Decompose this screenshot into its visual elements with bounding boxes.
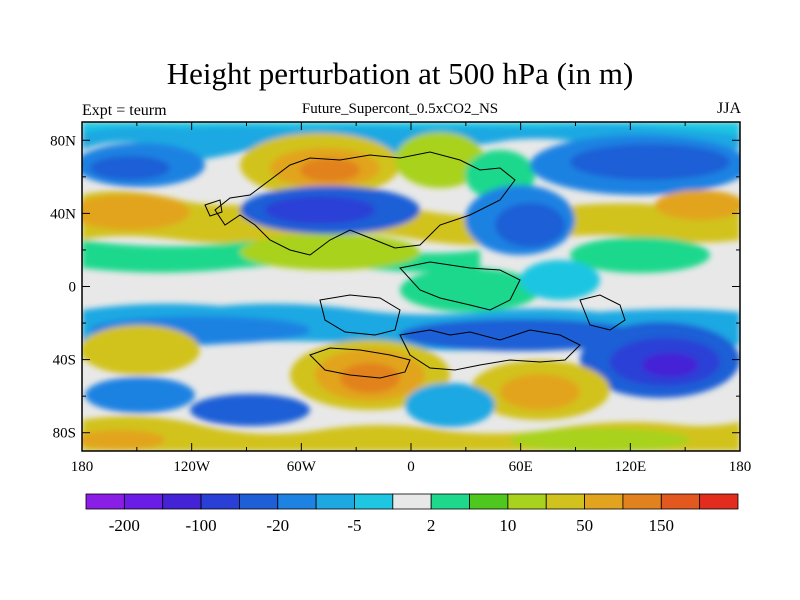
colorbar-label: -20 [266,516,289,535]
colorbar-box [239,493,279,510]
colorbar-box [507,493,547,510]
colorbar: -200 -100 -20 -5 2 10 50 150 [85,493,739,535]
colorbar-box [392,493,432,510]
lon-tick-label: 180 [729,459,752,475]
colorbar-box [699,493,739,510]
contour-field [82,122,740,451]
map-title: Height perturbation at 500 hPa (in m) [166,56,634,91]
colorbar-box [354,493,394,510]
colorbar-box [622,493,662,510]
colorbar-box [85,493,125,510]
lat-tick-label: 40N [50,206,76,222]
colorbar-box [660,493,701,510]
colorbar-label: 10 [499,516,516,535]
colorbar-box [162,493,202,510]
colorbar-label: -5 [347,516,361,535]
continent-outlines [204,151,626,379]
colorbar-box [430,493,470,510]
colorbar-label: -100 [185,516,216,535]
season-label: JJA [716,100,741,117]
lon-tick-label: 180 [71,459,94,475]
colorbar-box [315,493,355,510]
colorbar-box [277,493,317,510]
experiment-subtitle: Future_Supercont_0.5xCO2_NS [301,101,499,117]
lon-tick-label: 0 [407,459,415,475]
colorbar-box [584,493,624,510]
lat-tick-label: 80N [50,133,76,149]
lon-tick-label: 60E [509,459,533,475]
colorbar-box [123,493,164,510]
longitude-axis: 180 120W 60W 0 60E 120E 180 [71,122,752,475]
latitude-axis: 80N 40N 0 40S 80S [50,133,740,442]
colorbar-box [200,493,240,510]
colorbar-label: -200 [109,516,140,535]
colorbar-label: 2 [427,516,436,535]
lon-tick-label: 60W [287,459,317,475]
colorbar-box [545,493,585,510]
experiment-label: Expt = teurm [82,102,167,119]
lat-tick-label: 0 [69,280,77,296]
colorbar-box [469,493,509,510]
lat-tick-label: 80S [53,426,76,442]
colorbar-label: 150 [649,516,675,535]
lon-tick-label: 120W [173,459,211,475]
lon-tick-label: 120E [614,459,646,475]
lat-tick-label: 40S [53,353,76,369]
colorbar-label: 50 [576,516,593,535]
